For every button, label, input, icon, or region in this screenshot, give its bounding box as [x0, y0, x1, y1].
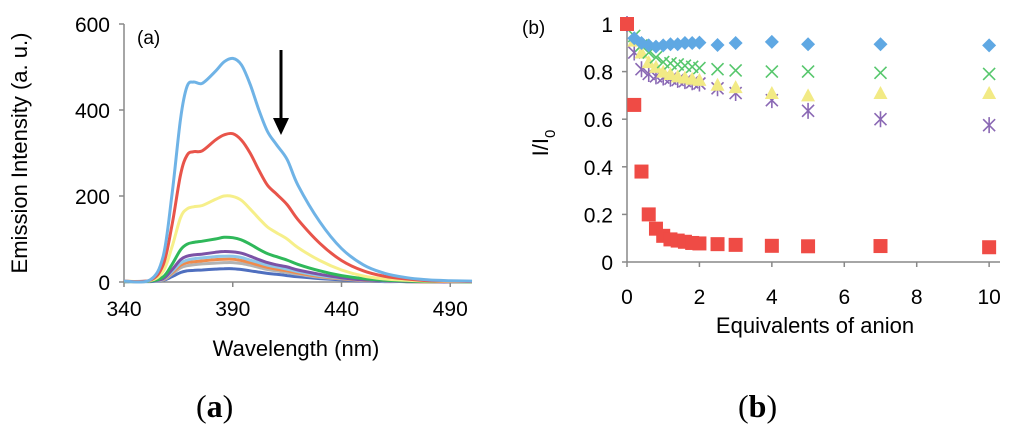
spectrum-line [123, 56, 473, 284]
b-x-tick-label: 6 [838, 286, 850, 309]
data-point-triangle [873, 86, 888, 100]
data-point-triangle [692, 72, 707, 86]
data-point-square [641, 207, 656, 222]
a-y-tick-label: 0 [98, 272, 110, 295]
b-panel-label: (b) [522, 18, 545, 39]
b-x-tick-label: 0 [621, 286, 633, 309]
svg-text:I/I0: I/I0 [528, 130, 559, 157]
data-point-triangle [648, 59, 663, 73]
a-y-axis-label: Emission Intensity (a. u.) [7, 33, 32, 274]
data-point-square [634, 164, 649, 179]
data-point-square [728, 237, 743, 252]
data-point-x [649, 50, 663, 64]
b-x-tick-label: 2 [694, 286, 706, 309]
data-point-diamond [663, 37, 678, 52]
a-x-tick-label: 490 [433, 298, 468, 321]
data-point-x [765, 65, 779, 79]
b-y-tick-label: 0.4 [584, 157, 614, 180]
a-y-tick-label: 600 [75, 14, 110, 37]
a-y-tick-label: 200 [75, 186, 110, 209]
intensity-ratio-chart: 0 0.2 0.4 0.6 0.8 1 0 2 4 6 8 10 (b) Equivalents o… [522, 14, 1001, 338]
data-point-diamond [801, 37, 816, 52]
data-point-square [873, 239, 888, 254]
data-point-square [982, 240, 997, 255]
data-point-diamond [764, 34, 779, 49]
data-point-asterisk [801, 102, 815, 119]
data-point-square [620, 17, 634, 31]
data-point-diamond [982, 38, 997, 53]
caption-b: (b) [738, 388, 778, 424]
data-point-triangle [710, 77, 725, 91]
data-point-triangle [801, 88, 816, 102]
data-point-x [729, 63, 743, 77]
a-x-axis-label: Wavelength (nm) [213, 336, 380, 361]
b-x-tick-label: 10 [977, 286, 1000, 309]
data-point-square [692, 236, 707, 251]
data-point-triangle [982, 86, 997, 100]
b-x-tick-label: 4 [766, 286, 778, 309]
b-y-tick-label: 1 [601, 14, 613, 37]
b-y-tick-label: 0.8 [584, 62, 613, 85]
a-panel-label: (a) [137, 28, 160, 49]
spectrum-line [123, 194, 472, 284]
a-x-tick-label: 340 [106, 298, 141, 321]
data-point-diamond [692, 35, 707, 50]
b-y-tick-label: 0 [601, 252, 613, 275]
data-point-x [873, 66, 888, 80]
data-point-x [710, 62, 725, 76]
a-y-tick-label: 400 [75, 100, 110, 123]
caption-a: (a) [196, 388, 234, 424]
data-point-square [801, 239, 816, 254]
data-point-square [710, 237, 725, 252]
data-point-x [801, 65, 815, 79]
b-x-tick-label: 8 [911, 286, 923, 309]
b-y-tick-label: 0.6 [584, 109, 613, 132]
data-point-x [982, 67, 996, 81]
data-point-square [764, 238, 779, 253]
b-y-axis-label: I/I0 [528, 130, 559, 157]
data-point-asterisk [873, 111, 888, 128]
data-point-square [627, 97, 642, 112]
decrease-arrow [273, 50, 289, 135]
data-point-diamond [677, 36, 692, 51]
b-y-tick-label: 0.2 [584, 204, 613, 227]
a-x-tick-label: 390 [215, 298, 250, 321]
data-point-triangle [764, 86, 779, 100]
a-x-tick-label: 440 [324, 298, 359, 321]
emission-spectra-chart: 0 200 400 600 340 390 440 490 (a) Wavelength (… [7, 14, 473, 361]
data-point-x [692, 61, 706, 75]
data-point-diamond [710, 37, 725, 52]
data-point-asterisk [982, 117, 996, 134]
data-point-diamond [728, 36, 743, 51]
data-point-triangle [728, 80, 743, 94]
b-x-axis-label: Equivalents of anion [716, 313, 914, 338]
data-point-triangle [641, 55, 656, 69]
data-point-diamond [873, 37, 888, 52]
spectrum-line [123, 131, 473, 284]
